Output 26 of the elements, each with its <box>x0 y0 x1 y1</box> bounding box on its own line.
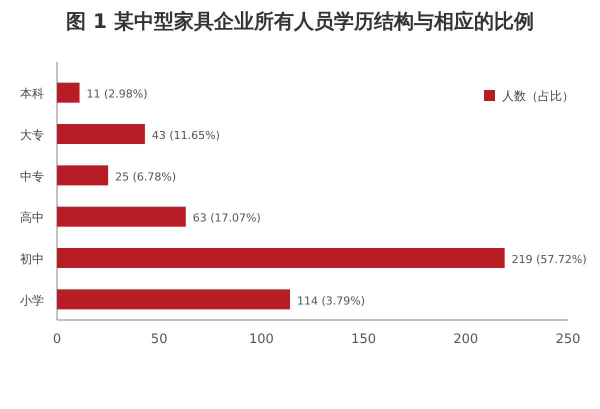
data-label: 63 (17.07%) <box>192 212 261 225</box>
bar <box>57 248 505 268</box>
legend-label: 人数（占比） <box>502 89 574 103</box>
y-tick-label: 高中 <box>20 210 44 225</box>
x-tick-label: 100 <box>248 332 274 347</box>
y-tick-label: 本科 <box>20 86 44 101</box>
bar <box>57 289 290 310</box>
x-tick-label: 0 <box>52 332 62 347</box>
x-tick-label: 50 <box>150 332 168 347</box>
bar <box>57 124 145 144</box>
x-tick-label: 150 <box>351 332 376 347</box>
data-label: 43 (11.65%) <box>152 129 220 142</box>
chart-title: 图 1 某中型家具企业所有人员学历结构与相应的比例 <box>66 9 534 33</box>
y-tick-label: 初中 <box>20 252 44 266</box>
data-label: 114 (3.79%) <box>297 294 366 308</box>
data-label: 25 (6.78%) <box>115 170 176 184</box>
y-tick-label: 中专 <box>20 169 44 184</box>
x-tick-label: 250 <box>556 332 580 347</box>
x-tick-label: 200 <box>453 332 478 347</box>
data-label: 219 (57.72%) <box>512 253 587 266</box>
data-label: 11 (2.98%) <box>86 88 148 101</box>
bar <box>57 206 186 227</box>
y-tick-label: 大专 <box>20 128 44 142</box>
bar <box>57 165 108 186</box>
bar <box>57 82 80 103</box>
y-tick-label: 小学 <box>20 293 44 308</box>
